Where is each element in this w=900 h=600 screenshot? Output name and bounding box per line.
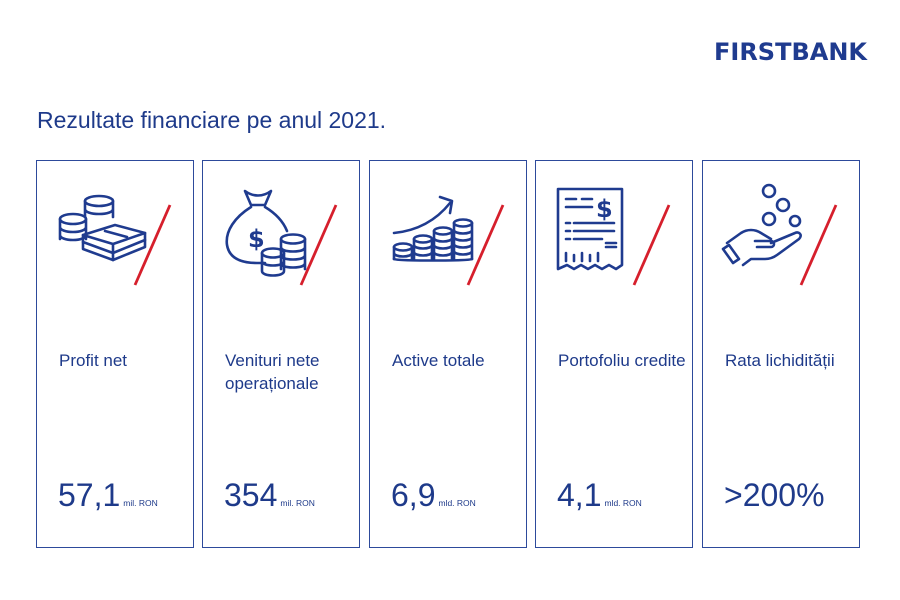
card-label: Profit net — [59, 351, 128, 370]
card-value: 4,1 — [557, 477, 602, 513]
card-label: Portofoliu credite — [558, 351, 686, 370]
card-active-totale: Active totale 6,9 mld. RON — [369, 160, 527, 548]
card-rata-lichiditatii: Rata lichidității >200% — [702, 160, 860, 548]
card-unit: mld. RON — [438, 498, 476, 508]
card-venituri-nete: $ Venituri nete operaționale 354 mil. RON — [202, 160, 360, 548]
card-metric: 4,1 mld. RON — [557, 477, 642, 514]
svg-text:$: $ — [248, 225, 265, 253]
card-metric: 57,1 mil. RON — [58, 477, 158, 514]
card-label: Active totale — [392, 351, 485, 370]
accent-slash — [299, 204, 338, 286]
invoice-dollar-icon: $ — [556, 187, 671, 286]
card-unit: mil. RON — [123, 498, 158, 508]
card-unit: mil. RON — [280, 498, 315, 508]
card-unit: mld. RON — [604, 498, 642, 508]
card-value: >200% — [724, 477, 825, 513]
page-title: Rezultate financiare pe anul 2021. — [37, 107, 387, 133]
accent-slash — [133, 204, 172, 286]
firstbank-logo: FIRSTBANK — [714, 38, 868, 66]
card-metric: 354 mil. RON — [224, 477, 315, 514]
card-profit-net: Profit net 57,1 mil. RON — [36, 160, 194, 548]
card-label: Rata lichidității — [725, 351, 835, 370]
accent-slash — [632, 204, 671, 286]
card-label: Venituri nete operaționale — [225, 351, 320, 393]
accent-slash — [799, 204, 838, 286]
card-value: 57,1 — [58, 477, 121, 513]
money-bag-icon: $ — [225, 189, 338, 286]
card-metric: >200% — [724, 477, 828, 514]
svg-text:$: $ — [596, 195, 613, 223]
card-portofoliu-credite: $ Portofoliu credite 4,1 mld. RON — [535, 160, 693, 548]
card-value: 6,9 — [391, 477, 436, 513]
coins-cash-stack-icon — [58, 194, 172, 286]
growth-coins-icon — [392, 195, 505, 286]
card-metric: 6,9 mld. RON — [391, 477, 476, 514]
hand-coins-icon — [721, 183, 838, 286]
card-value: 354 — [224, 477, 278, 513]
accent-slash — [466, 204, 505, 286]
